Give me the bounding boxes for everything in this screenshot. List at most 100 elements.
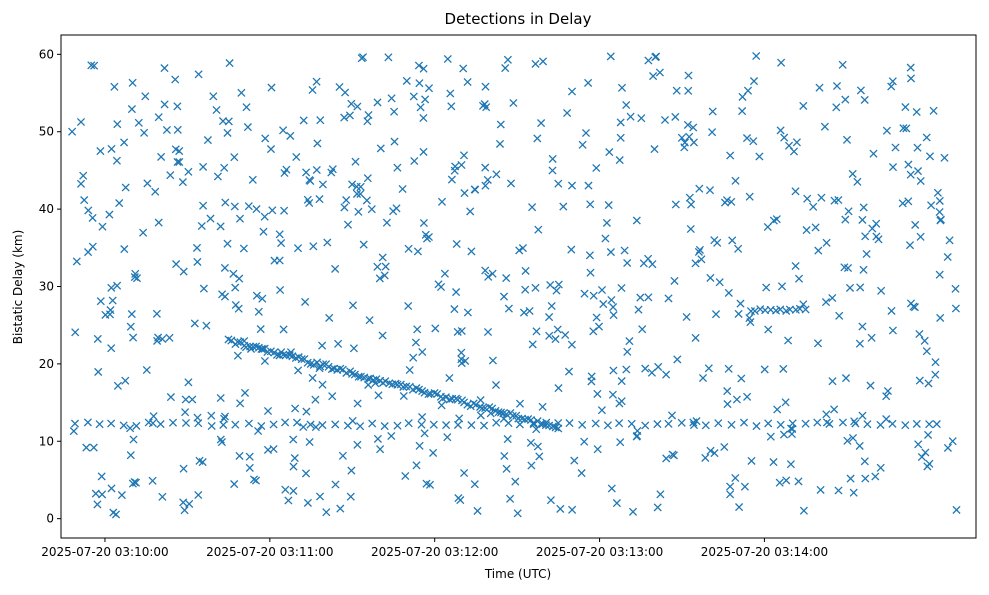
detection-marker [402,76,411,85]
detection-marker [347,466,356,475]
detection-marker [601,234,610,243]
detection-marker [521,285,530,294]
detection-marker [503,55,512,64]
detection-marker [356,182,365,191]
detection-marker [814,246,823,255]
detection-marker [235,451,244,460]
detection-marker [381,262,390,271]
detection-marker [107,283,116,292]
detection-marker [589,291,598,300]
detection-marker [299,116,308,125]
detection-marker [777,58,786,67]
detection-marker [743,392,752,401]
detection-marker [239,244,248,253]
detection-marker [242,103,251,112]
detection-marker [915,329,924,339]
detection-marker [259,227,268,236]
detection-marker [545,331,554,340]
detection-marker [126,322,135,331]
detection-marker [289,462,298,471]
detection-marker [766,432,775,441]
detection-marker [467,247,476,256]
detection-marker [585,251,594,260]
detection-marker [738,92,747,101]
detection-marker [809,202,818,211]
detection-marker [848,169,857,178]
detection-marker [312,165,321,175]
detection-marker [178,178,187,187]
detection-marker [220,414,229,423]
detection-marker [246,344,256,353]
detection-marker [373,262,382,271]
detection-marker [684,71,693,80]
detection-marker [120,138,129,147]
detection-marker [421,95,430,104]
detection-marker [850,417,859,426]
detection-marker [792,138,801,147]
detection-marker [671,200,680,209]
detection-marker [206,214,215,223]
detection-marker [488,269,497,278]
detection-marker [422,479,431,488]
detection-marker [593,389,602,398]
detection-marker [380,271,389,280]
detection-marker [460,189,469,198]
detection-marker [384,53,393,62]
detection-marker [692,417,701,426]
detection-marker [252,291,261,300]
detection-marker [374,391,383,400]
detection-marker [181,408,190,417]
detection-marker [199,284,208,293]
detection-marker [936,313,945,322]
detection-marker [220,163,229,172]
detection-marker [158,492,167,501]
detection-marker [466,207,475,216]
detection-marker [817,193,826,202]
detection-marker [940,153,949,162]
detection-marker [644,254,653,263]
detection-marker [231,283,240,292]
detection-marker [888,163,898,172]
detection-marker [654,362,663,371]
detection-marker [323,238,332,247]
detection-marker [223,239,232,248]
detection-marker [856,86,865,95]
detection-marker [289,486,298,495]
detection-marker [223,128,232,137]
detection-marker [318,421,327,430]
detection-marker [292,152,301,162]
detection-marker [478,404,487,413]
detection-marker [420,429,429,438]
detection-marker [168,418,178,427]
detection-marker [799,101,808,110]
detection-marker [79,171,88,180]
detection-marker [245,452,254,461]
detection-marker [637,114,646,123]
detection-marker [695,245,704,254]
detection-marker [373,98,382,107]
detection-marker [233,338,242,347]
detection-marker [660,115,670,125]
x-tick-label: 2025-07-20 03:10:00 [41,545,168,559]
detection-marker [376,144,385,153]
detection-marker [269,420,278,429]
detection-marker [399,391,408,401]
detection-marker [415,79,424,88]
detection-marker [828,377,837,386]
detection-marker [801,419,810,428]
detection-marker [107,144,116,153]
detection-marker [318,180,327,189]
detection-marker [76,179,86,188]
detection-marker [381,377,390,386]
x-tick-label: 2025-07-20 03:14:00 [701,545,828,559]
detection-marker [290,454,299,463]
detection-marker [120,245,129,254]
detection-marker [378,253,387,262]
detection-marker [731,473,740,483]
y-tick-label: 10 [39,434,54,448]
detection-marker [364,110,373,120]
detection-marker [519,308,529,317]
detection-marker [844,207,853,216]
detection-marker [281,418,290,427]
detection-marker [551,335,560,344]
